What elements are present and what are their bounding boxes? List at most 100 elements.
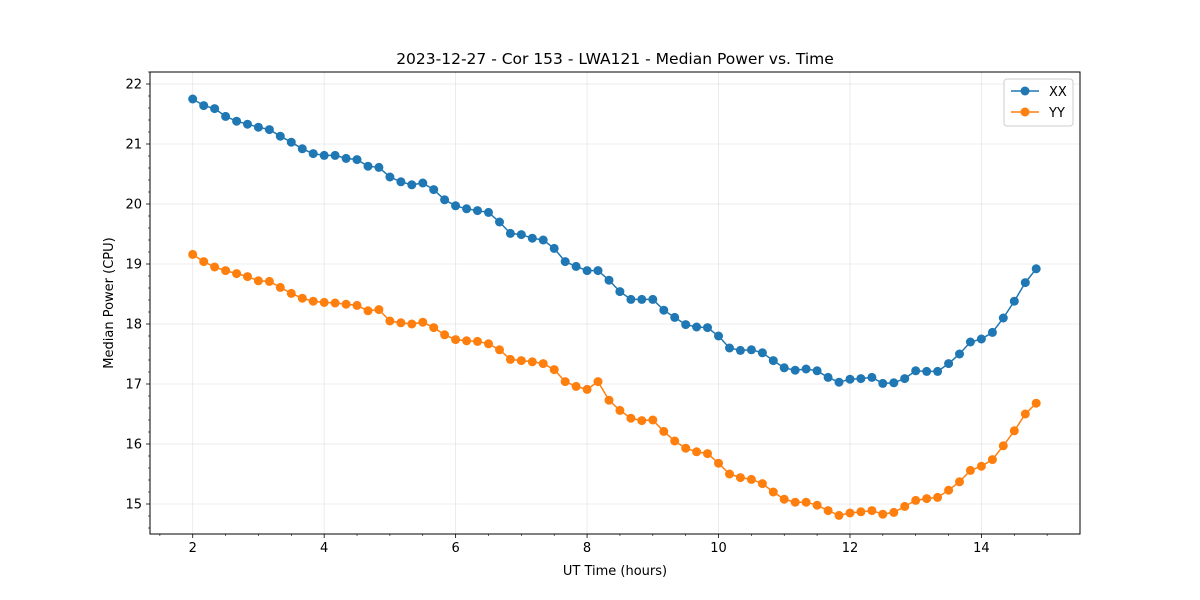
data-point-yy <box>878 509 888 519</box>
y-tick-label: 20 <box>125 198 142 213</box>
data-point-yy <box>955 477 964 487</box>
x-tick-label: 6 <box>451 541 459 556</box>
data-point-xx <box>867 372 877 382</box>
data-point-yy <box>900 501 910 511</box>
data-point-xx <box>878 378 888 388</box>
data-point-yy <box>976 461 986 471</box>
data-point-yy <box>1009 426 1019 436</box>
y-axis: 15 16 17 18 19 20 21 22 <box>125 71 150 529</box>
data-point-yy <box>801 497 811 507</box>
data-point-yy <box>363 306 373 316</box>
data-point-yy <box>571 381 581 391</box>
data-point-xx <box>911 366 921 376</box>
data-point-yy <box>965 465 975 475</box>
data-point-xx <box>407 180 417 190</box>
data-point-xx <box>363 161 373 171</box>
data-point-yy <box>593 377 603 387</box>
data-point-yy <box>746 474 756 484</box>
data-point-yy <box>505 354 515 364</box>
data-point-xx <box>714 331 723 341</box>
data-point-xx <box>987 327 997 337</box>
data-point-xx <box>933 366 943 376</box>
data-point-yy <box>615 405 625 415</box>
data-point-yy <box>812 500 822 510</box>
data-point-xx <box>604 275 614 285</box>
data-point-yy <box>330 298 340 308</box>
data-point-yy <box>790 497 800 507</box>
data-point-xx <box>648 294 658 304</box>
data-point-yy <box>374 305 384 315</box>
data-point-xx <box>976 334 986 344</box>
x-axis-label: UT Time (hours) <box>563 564 667 579</box>
plot-frame <box>149 71 1081 535</box>
data-point-yy <box>396 318 406 328</box>
data-point-yy <box>648 415 658 425</box>
data-point-yy <box>418 317 428 327</box>
data-point-xx <box>965 337 975 347</box>
data-point-yy <box>987 455 997 465</box>
data-point-yy <box>604 395 614 405</box>
data-point-yy <box>735 473 745 483</box>
grid-layer <box>150 72 1080 534</box>
data-point-xx <box>341 153 351 163</box>
data-point-yy <box>221 266 231 276</box>
data-point-xx <box>746 345 756 355</box>
data-point-yy <box>692 447 702 457</box>
y-tick-label: 17 <box>125 378 142 393</box>
data-point-xx <box>505 228 515 238</box>
legend-label-xx: XX <box>1049 85 1067 100</box>
data-point-xx <box>998 313 1008 323</box>
data-point-yy <box>637 416 647 426</box>
data-point-yy <box>210 262 220 272</box>
data-point-xx <box>571 261 581 271</box>
data-point-xx <box>221 111 231 121</box>
data-point-xx <box>319 150 329 160</box>
data-point-yy <box>407 319 417 329</box>
y-tick-label: 15 <box>125 498 142 513</box>
data-point-xx <box>615 287 625 297</box>
x-tick-label: 10 <box>710 541 727 556</box>
data-point-yy <box>856 507 866 517</box>
series-layer <box>188 94 1041 520</box>
y-tick-label: 22 <box>125 78 142 93</box>
data-point-xx <box>889 378 899 388</box>
data-point-yy <box>1020 409 1030 419</box>
data-point-xx <box>922 366 932 376</box>
data-point-yy <box>845 508 855 518</box>
x-tick-label: 8 <box>583 541 591 556</box>
data-point-xx <box>801 364 811 374</box>
y-tick-label: 16 <box>125 438 142 453</box>
data-point-yy <box>188 249 198 259</box>
data-point-yy <box>253 276 263 286</box>
data-point-xx <box>188 94 198 104</box>
data-point-xx <box>516 230 526 240</box>
data-point-xx <box>462 204 472 214</box>
data-point-xx <box>199 101 209 111</box>
data-point-yy <box>341 299 351 309</box>
data-point-yy <box>670 436 680 446</box>
data-point-xx <box>703 323 712 333</box>
data-point-xx <box>418 178 428 188</box>
data-point-yy <box>714 458 723 468</box>
chart-title: 2023-12-27 - Cor 153 - LWA121 - Median P… <box>396 50 834 68</box>
data-point-yy <box>440 330 450 340</box>
data-point-xx <box>768 356 778 366</box>
series-yy <box>188 249 1041 520</box>
data-point-xx <box>484 207 493 217</box>
legend-marker-xx <box>1020 86 1030 96</box>
data-point-xx <box>374 162 384 172</box>
data-point-yy <box>703 449 712 459</box>
data-point-yy <box>243 272 252 282</box>
y-tick-label: 19 <box>125 258 142 273</box>
data-point-yy <box>484 339 493 349</box>
data-point-yy <box>768 487 778 497</box>
data-point-yy <box>867 506 877 516</box>
data-point-xx <box>900 374 910 384</box>
data-point-xx <box>396 177 406 187</box>
data-point-xx <box>308 149 318 159</box>
legend-marker-yy <box>1020 107 1030 117</box>
data-point-yy <box>626 413 636 423</box>
data-point-xx <box>593 266 603 276</box>
data-point-xx <box>473 206 482 216</box>
